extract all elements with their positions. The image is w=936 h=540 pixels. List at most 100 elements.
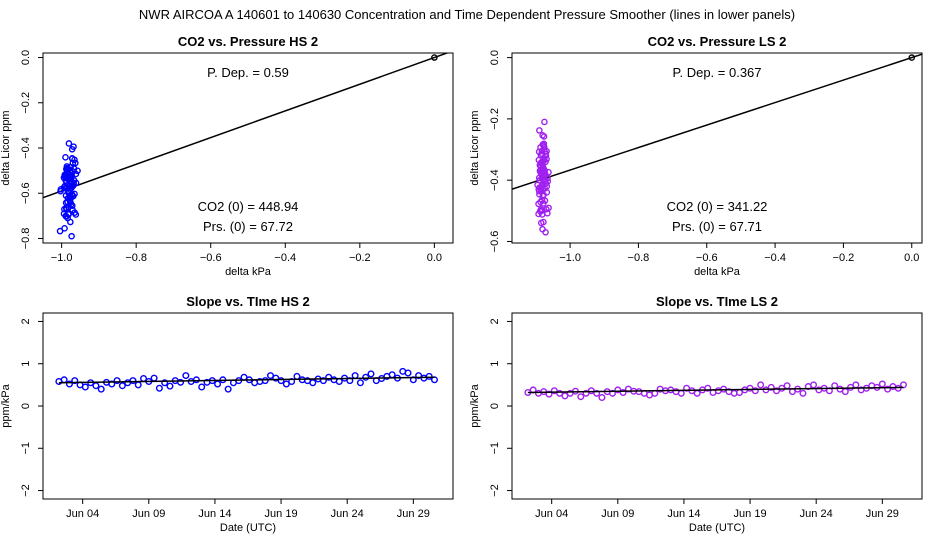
data-point (261, 377, 269, 385)
panel-title: Slope vs. TIme LS 2 (656, 294, 778, 309)
data-point (319, 377, 327, 385)
x-axis-label: delta kPa (694, 266, 741, 278)
y-tick-label: 1 (489, 361, 501, 367)
data-point (538, 207, 545, 215)
data-point (614, 386, 622, 394)
panel-ls-scatter: CO2 vs. Pressure LS 2 −1.0 −0.8 −0.6 −0.4 −0.… (469, 34, 923, 278)
data-point (404, 369, 412, 377)
data-point (65, 203, 72, 211)
y-tick-label: −0.4 (20, 137, 32, 159)
x-tick-label: −0.6 (696, 252, 718, 264)
x-tick-label: Jun 14 (667, 508, 700, 520)
data-point (108, 380, 116, 388)
data-point (778, 384, 786, 392)
x-tick-label: Jun 19 (734, 508, 767, 520)
x-tick-label: Jun 24 (800, 508, 833, 520)
data-point (545, 390, 553, 398)
data-point (541, 118, 548, 126)
x-tick-label: −0.2 (833, 252, 855, 264)
data-point (539, 225, 546, 233)
y-tick-label: −2 (20, 484, 32, 497)
data-point (577, 393, 585, 401)
data-layer (512, 53, 922, 236)
panel-hs-slope: Slope vs. TIme HS 2 Jun 04 Jun 09 Jun 14 Jun… (0, 294, 454, 534)
data-point (272, 374, 280, 382)
plot-frame (511, 52, 923, 244)
data-point (62, 192, 70, 199)
data-point (134, 381, 142, 389)
y-tick-label: 0.0 (489, 50, 501, 65)
data-point (757, 381, 765, 389)
data-point (539, 141, 547, 148)
panels: CO2 vs. Pressure HS 2 −1.0 −0.8 −0.6 −0.4 −0.… (0, 34, 923, 534)
data-point (543, 155, 550, 163)
data-point (277, 377, 285, 385)
data-point (309, 379, 317, 387)
data-point (598, 394, 606, 402)
data-point (335, 377, 343, 385)
data-point (693, 389, 701, 397)
data-point (214, 380, 222, 388)
data-point (561, 392, 569, 400)
data-point (704, 384, 712, 392)
x-tick-label: 0.0 (904, 252, 919, 264)
data-point (541, 171, 548, 178)
data-point (155, 384, 163, 392)
x-tick-label: −1.0 (51, 252, 73, 264)
data-point (609, 389, 617, 397)
data-point (540, 133, 548, 140)
data-point (582, 389, 590, 397)
data-point (66, 167, 74, 174)
data-point (150, 374, 158, 382)
y-tick-label: −0.8 (20, 228, 32, 250)
data-point (852, 381, 860, 389)
data-point (351, 372, 359, 380)
panel-title: CO2 vs. Pressure LS 2 (648, 34, 787, 49)
data-point (192, 376, 200, 384)
x-tick-label: −0.4 (274, 252, 296, 264)
x-tick-label: −0.4 (764, 252, 786, 264)
prs-annotation: Prs. (0) = 67.71 (672, 219, 762, 234)
x-tick-label: 0.0 (427, 252, 442, 264)
x-axis-label: delta kPa (225, 266, 272, 278)
plot-frame (511, 312, 923, 500)
data-point (65, 140, 73, 147)
pdep-annotation: P. Dep. = 0.367 (672, 65, 761, 80)
x-tick-label: Jun 09 (601, 508, 634, 520)
data-point (129, 377, 137, 385)
data-point (767, 383, 775, 391)
panel-ls-slope: Slope vs. TIme LS 2 Jun 04 Jun 09 Jun 14 Jun… (469, 294, 923, 534)
data-point (751, 387, 759, 395)
data-point (282, 380, 290, 388)
data-point (425, 372, 433, 380)
x-axis-label: Date (UTC) (220, 522, 276, 534)
data-point (799, 389, 807, 397)
data-point (536, 127, 543, 134)
panel-hs-scatter: CO2 vs. Pressure HS 2 −1.0 −0.8 −0.6 −0.4 −0.… (0, 34, 454, 278)
y-tick-label: 0.0 (20, 50, 32, 65)
data-point (593, 389, 601, 397)
x-tick-label: −0.8 (628, 252, 650, 264)
data-point (541, 167, 548, 174)
y-tick-label: −1 (489, 442, 501, 455)
data-point (97, 385, 105, 393)
data-point (535, 200, 542, 208)
smoother-line (58, 376, 435, 384)
data-point (884, 385, 892, 393)
plot-frame (42, 312, 454, 500)
fit-line (43, 53, 450, 199)
x-tick-label: Jun 19 (265, 508, 298, 520)
y-tick-label: 2 (489, 318, 501, 324)
data-point (69, 192, 77, 200)
data-point (841, 388, 849, 396)
y-tick-label: 0 (489, 403, 501, 409)
y-tick-label: 1 (20, 361, 32, 367)
x-tick-label: Jun 04 (535, 508, 568, 520)
prs-annotation: Prs. (0) = 67.72 (203, 219, 293, 234)
data-point (810, 381, 818, 389)
data-point (61, 171, 69, 179)
x-tick-label: Jun 24 (331, 508, 364, 520)
x-axis-label: Date (UTC) (689, 522, 745, 534)
y-tick-label: −2 (489, 484, 501, 497)
data-point (57, 187, 64, 195)
